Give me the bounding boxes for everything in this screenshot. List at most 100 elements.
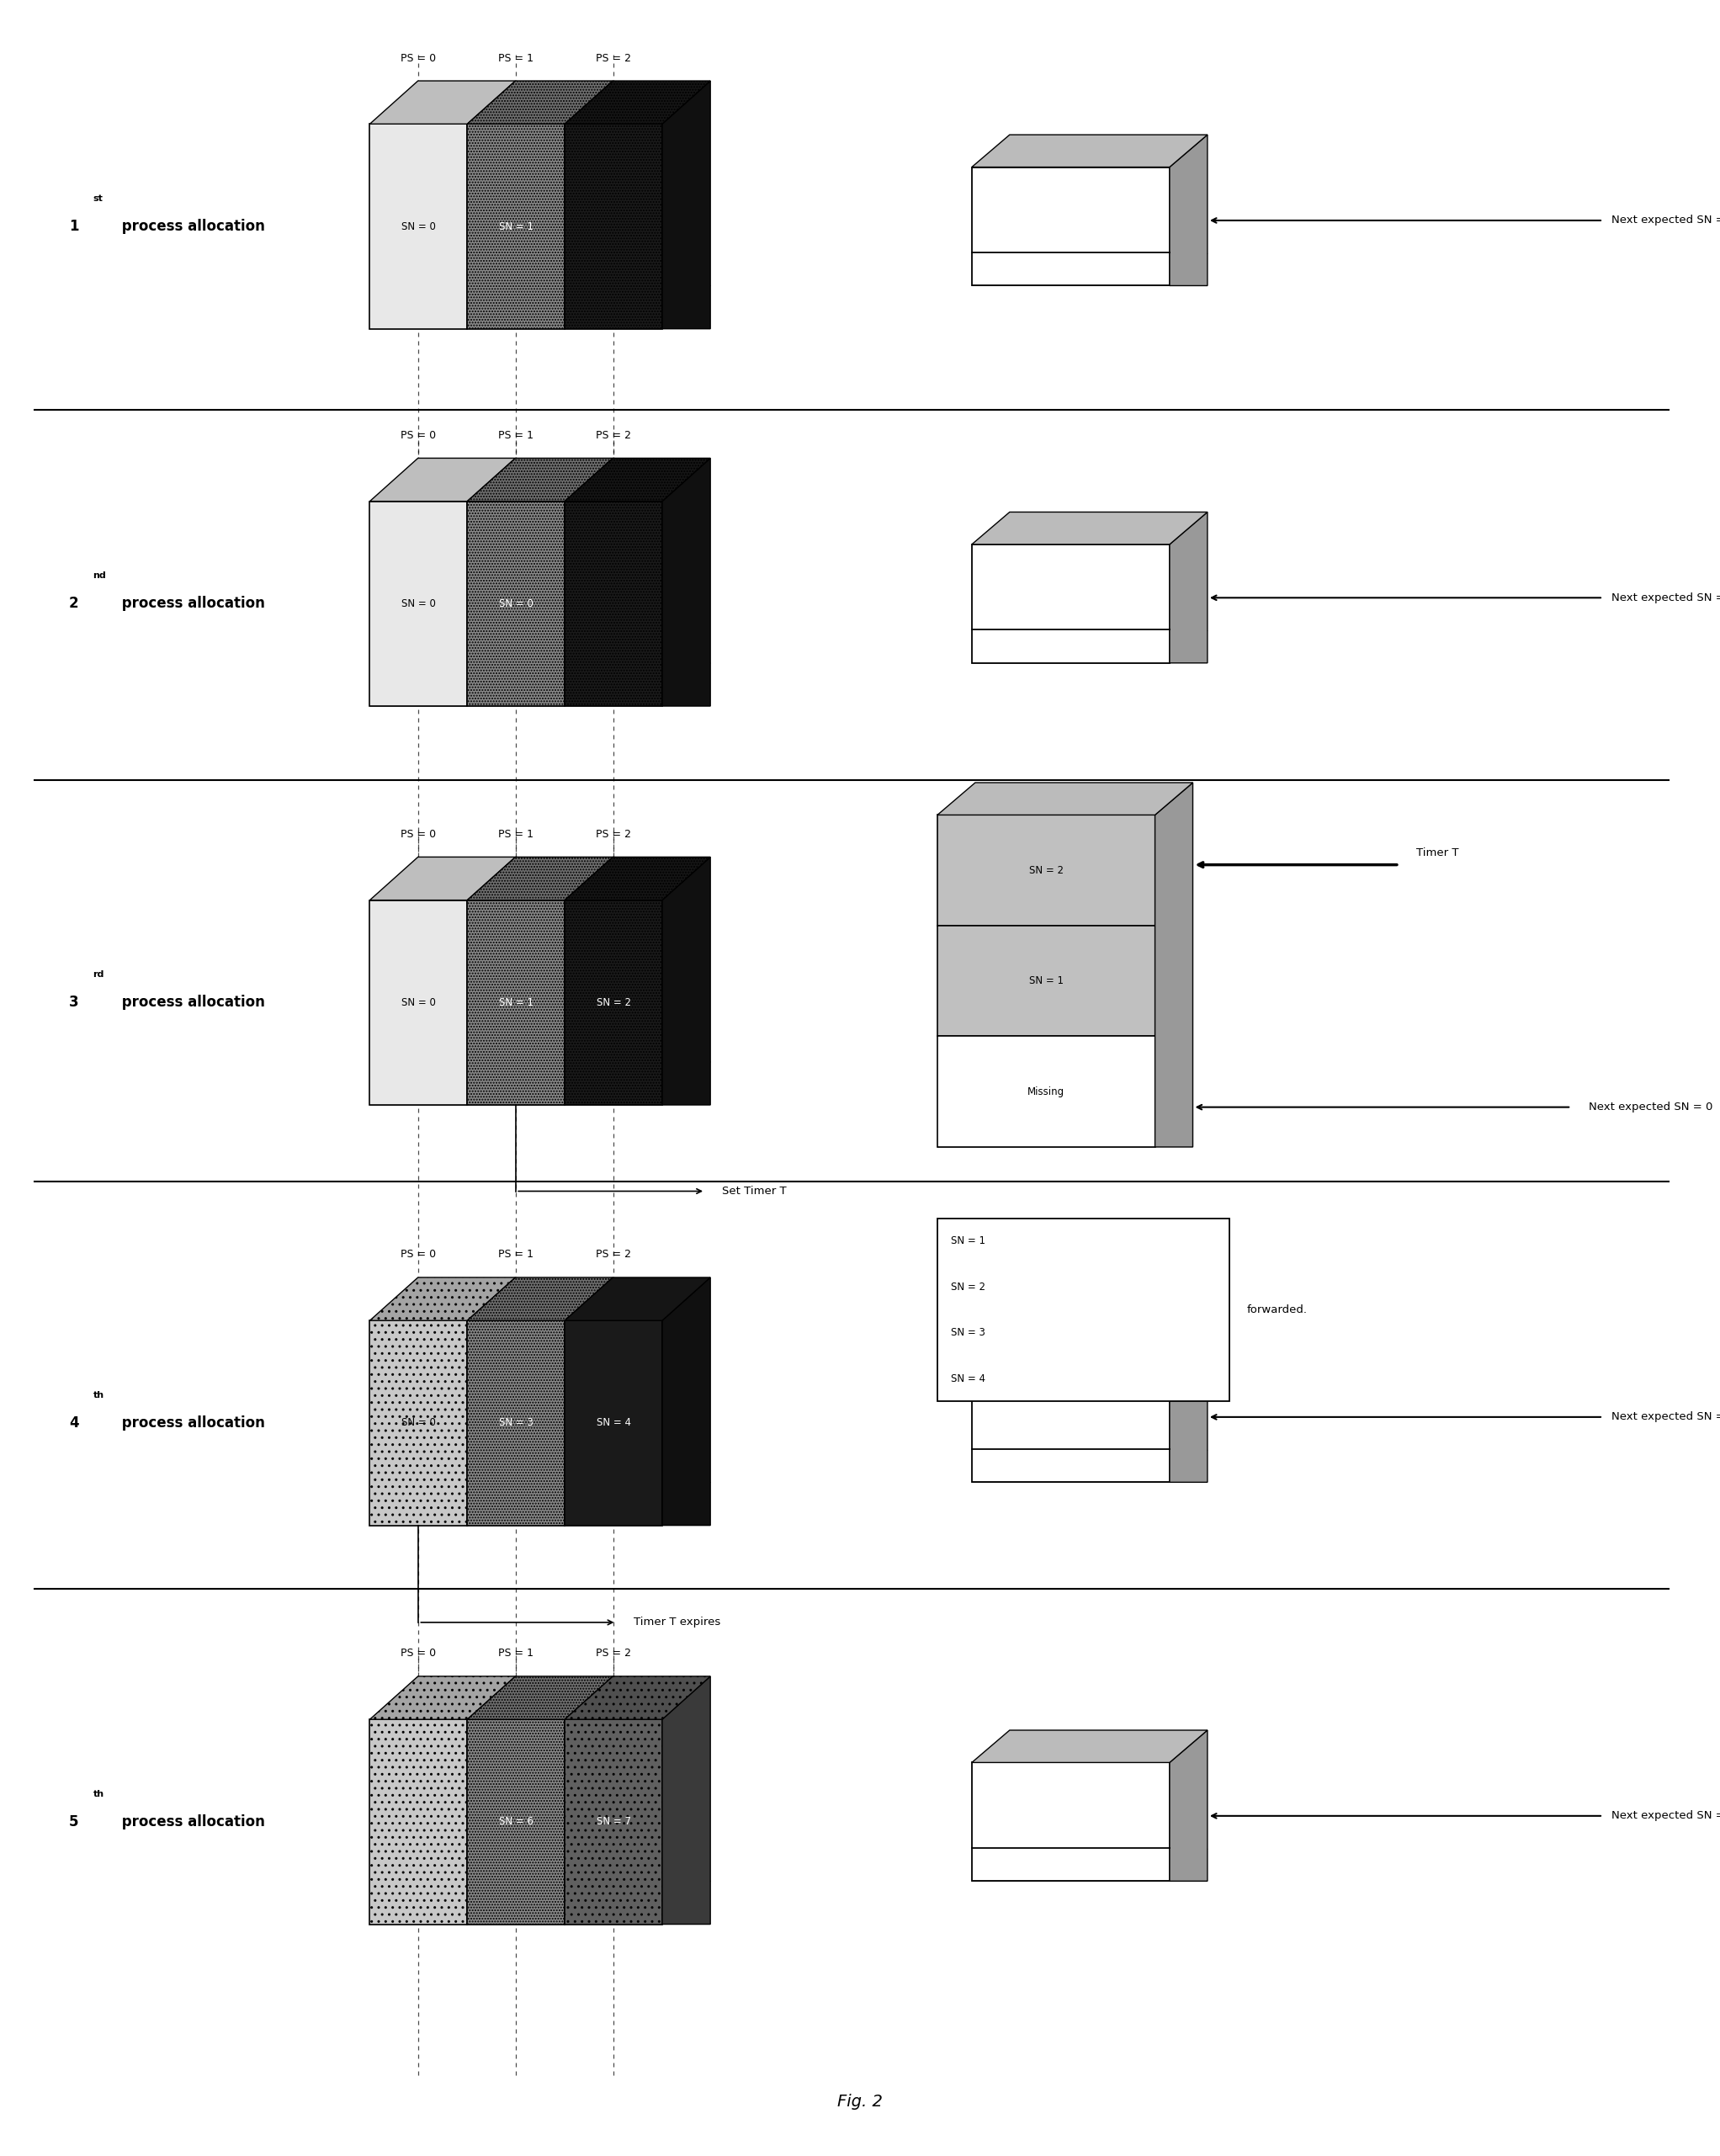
Text: PS = 2: PS = 2	[595, 828, 631, 839]
Text: PS = 2: PS = 2	[595, 429, 631, 442]
Polygon shape	[370, 1276, 516, 1319]
Text: process allocation: process allocation	[117, 218, 265, 235]
Polygon shape	[370, 285, 710, 328]
Polygon shape	[972, 630, 1207, 664]
Text: Missing: Missing	[1027, 1087, 1065, 1097]
Polygon shape	[564, 459, 710, 502]
Bar	[937, 1037, 1156, 1147]
Text: PS = 2: PS = 2	[595, 52, 631, 63]
Text: rd: rd	[93, 970, 105, 979]
Text: PS = 1: PS = 1	[499, 1248, 533, 1259]
Text: Next expected SN = 0: Next expected SN = 0	[1612, 216, 1720, 226]
Text: st: st	[93, 194, 103, 203]
Bar	[937, 815, 1156, 925]
Polygon shape	[1170, 1729, 1207, 1880]
Bar	[468, 1319, 564, 1526]
Polygon shape	[972, 511, 1207, 543]
Text: process allocation: process allocation	[117, 595, 265, 612]
Text: 2: 2	[69, 595, 79, 612]
Text: PS = 1: PS = 1	[499, 828, 533, 839]
Text: SN = 7: SN = 7	[597, 1815, 631, 1828]
Text: Next expected SN = 0: Next expected SN = 0	[1589, 1102, 1713, 1112]
Text: process allocation: process allocation	[117, 994, 265, 1011]
Polygon shape	[370, 80, 516, 123]
Text: SN = 1: SN = 1	[1029, 975, 1063, 987]
Text: PS = 0: PS = 0	[401, 52, 437, 63]
Polygon shape	[370, 664, 710, 707]
Polygon shape	[468, 1276, 612, 1319]
Bar	[370, 502, 468, 707]
Bar	[972, 1365, 1170, 1483]
Text: SN = 3: SN = 3	[951, 1328, 986, 1339]
Polygon shape	[370, 1061, 710, 1104]
Text: Timer T: Timer T	[1417, 847, 1459, 858]
Text: process allocation: process allocation	[117, 1414, 265, 1432]
Text: SN = 1: SN = 1	[499, 220, 533, 233]
Text: SN = 4: SN = 4	[951, 1373, 986, 1384]
Bar	[468, 1720, 564, 1923]
Polygon shape	[972, 1449, 1207, 1483]
Polygon shape	[972, 1330, 1207, 1365]
Polygon shape	[468, 80, 612, 123]
Text: PS = 1: PS = 1	[499, 429, 533, 442]
Bar	[370, 901, 468, 1104]
Polygon shape	[937, 783, 1194, 815]
Bar	[972, 166, 1170, 285]
Text: PS = 1: PS = 1	[499, 52, 533, 63]
Text: 5: 5	[69, 1813, 79, 1830]
Polygon shape	[1156, 783, 1194, 1147]
Text: PS = 1: PS = 1	[499, 1647, 533, 1660]
Text: Set Timer T: Set Timer T	[722, 1186, 786, 1197]
Text: SN = 2: SN = 2	[951, 1281, 986, 1291]
Text: PS = 2: PS = 2	[595, 1248, 631, 1259]
Polygon shape	[468, 856, 612, 901]
Polygon shape	[1170, 1330, 1207, 1483]
Text: Timer T expires: Timer T expires	[633, 1617, 721, 1628]
Bar	[564, 123, 662, 328]
Text: process allocation: process allocation	[117, 1813, 265, 1830]
Polygon shape	[662, 1677, 710, 1923]
Text: PS = 2: PS = 2	[595, 1647, 631, 1660]
Polygon shape	[662, 1276, 710, 1526]
Polygon shape	[370, 1880, 710, 1923]
Polygon shape	[662, 459, 710, 707]
Text: nd: nd	[93, 571, 107, 580]
Polygon shape	[564, 856, 710, 901]
Text: SN = 0: SN = 0	[401, 597, 435, 610]
Polygon shape	[564, 80, 710, 123]
Text: forwarded.: forwarded.	[1247, 1304, 1307, 1315]
Bar	[972, 1764, 1170, 1880]
Polygon shape	[564, 1276, 710, 1319]
Bar	[937, 1218, 1230, 1401]
Polygon shape	[370, 856, 516, 901]
Text: SN = 0: SN = 0	[401, 220, 435, 233]
Text: SN = 0: SN = 0	[401, 996, 435, 1009]
Bar	[972, 543, 1170, 664]
Text: th: th	[93, 1391, 103, 1399]
Bar	[937, 925, 1156, 1037]
Text: SN = 1: SN = 1	[951, 1235, 986, 1246]
Text: 4: 4	[69, 1414, 79, 1432]
Text: Fig. 2: Fig. 2	[838, 2093, 882, 2111]
Polygon shape	[972, 1848, 1207, 1880]
Polygon shape	[1170, 511, 1207, 664]
Polygon shape	[468, 459, 612, 502]
Bar	[370, 1319, 468, 1526]
Text: SN = 4: SN = 4	[597, 1416, 631, 1429]
Text: SN = 2: SN = 2	[1029, 865, 1063, 875]
Polygon shape	[564, 1677, 710, 1720]
Text: PS = 0: PS = 0	[401, 1248, 437, 1259]
Text: PS = 0: PS = 0	[401, 1647, 437, 1660]
Text: SN = 0: SN = 0	[401, 1416, 435, 1429]
Polygon shape	[1170, 134, 1207, 285]
Bar	[468, 901, 564, 1104]
Text: 1: 1	[69, 218, 79, 235]
Polygon shape	[972, 1729, 1207, 1764]
Text: Next expected SN = 5: Next expected SN = 5	[1612, 1412, 1720, 1423]
Polygon shape	[370, 459, 516, 502]
Bar	[564, 901, 662, 1104]
Text: SN = 0: SN = 0	[499, 597, 533, 610]
Polygon shape	[972, 252, 1207, 285]
Bar	[468, 502, 564, 707]
Bar	[468, 123, 564, 328]
